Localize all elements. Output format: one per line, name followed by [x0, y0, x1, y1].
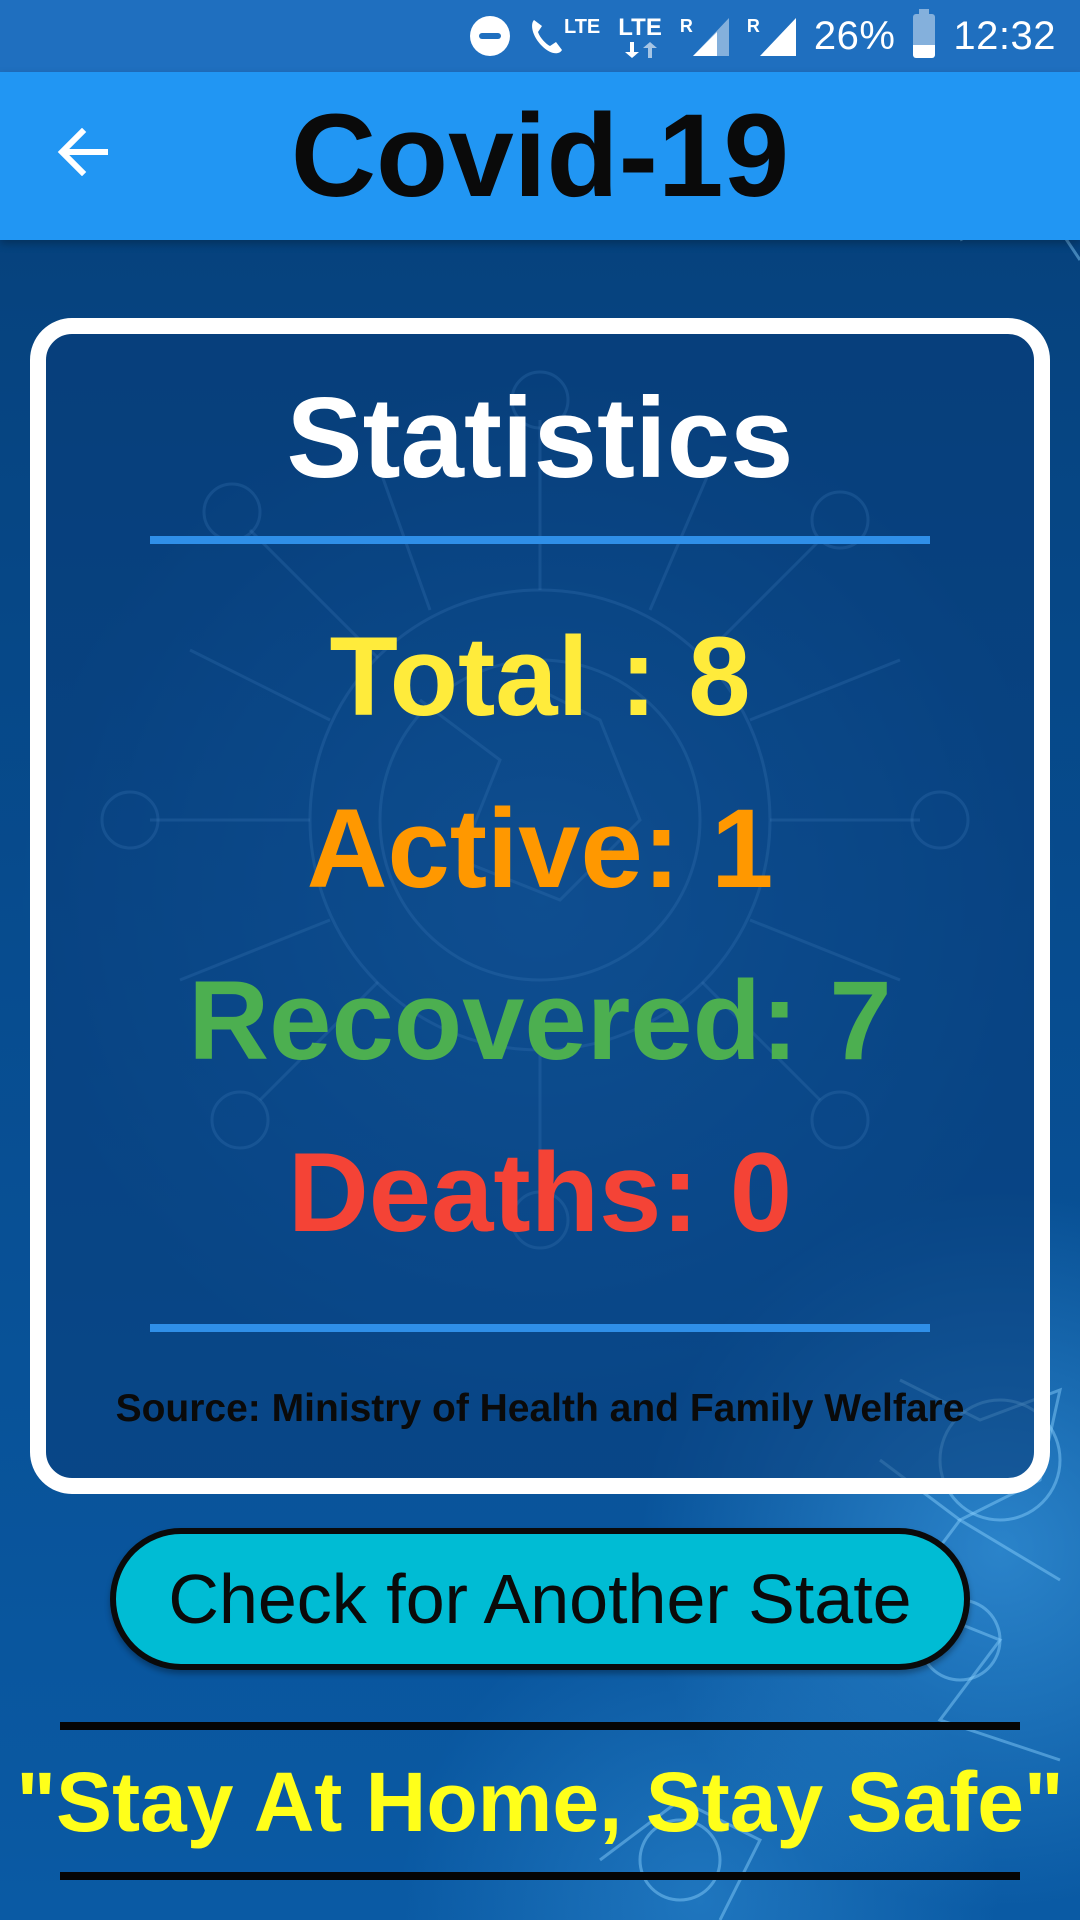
roaming-label: R — [746, 16, 760, 36]
battery-icon — [913, 9, 936, 58]
signal-strength-icon — [759, 18, 796, 56]
slogan: "Stay At Home, Stay Safe" — [16, 1755, 1064, 1849]
divider — [150, 1324, 930, 1332]
status-icons: LTE LTE R R 26% 12:32 — [469, 0, 1056, 72]
signal-icon: R — [680, 16, 729, 56]
divider — [60, 1722, 1020, 1730]
source-note: Source: Ministry of Health and Family We… — [115, 1387, 965, 1430]
do-not-disturb-icon — [469, 16, 510, 56]
arrow-left-icon — [57, 128, 108, 176]
phone-icon — [532, 20, 562, 54]
statistics-card: Statistics Total : 8 Active: 1 Recovered… — [30, 318, 1050, 1494]
clock: 12:32 — [953, 13, 1056, 58]
page-title: Covid-19 — [290, 90, 790, 222]
app-bar: Covid-19 — [0, 72, 1080, 240]
volte-call-icon: LTE — [528, 16, 600, 56]
lte-data-icon: LTE — [618, 14, 662, 58]
roaming-label: R — [679, 16, 693, 36]
lte-label: LTE — [563, 16, 601, 38]
signal-strength-icon — [692, 18, 729, 56]
recovered-count: Recovered: 7 — [188, 958, 892, 1083]
total-count: Total : 8 — [329, 614, 751, 739]
lte-label: LTE — [618, 14, 662, 41]
check-another-state-button[interactable]: Check for Another State — [110, 1528, 970, 1670]
active-count: Active: 1 — [306, 786, 774, 911]
signal-icon: R — [747, 16, 796, 56]
back-button[interactable] — [44, 112, 124, 192]
divider — [60, 1872, 1020, 1880]
statistics-title: Statistics — [286, 375, 794, 502]
status-bar: LTE LTE R R 26% 12:32 — [0, 0, 1080, 72]
battery-percent: 26% — [813, 13, 896, 58]
deaths-count: Deaths: 0 — [287, 1130, 793, 1255]
data-arrows-icon — [625, 42, 658, 58]
divider — [150, 536, 930, 544]
